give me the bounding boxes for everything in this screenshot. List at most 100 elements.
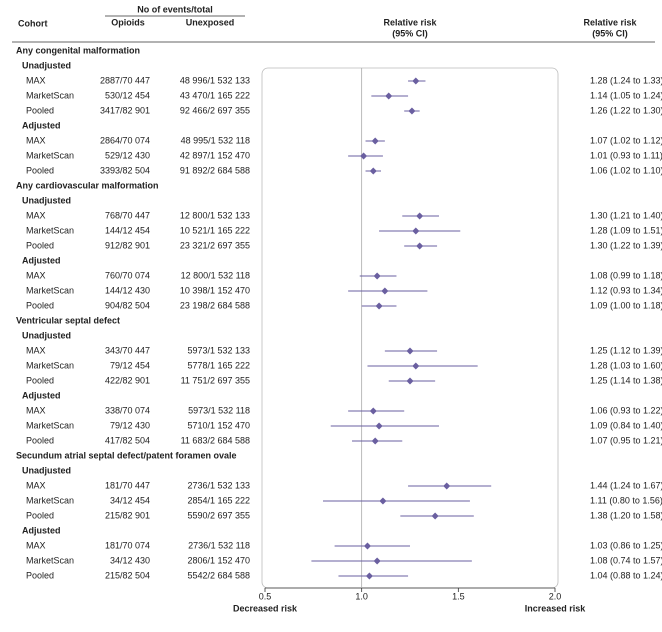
subgroup-title: Adjusted xyxy=(22,120,61,130)
opioids: 144/12 430 xyxy=(105,285,150,295)
cohort: Pooled xyxy=(26,300,54,310)
subgroup-title: Adjusted xyxy=(22,255,61,265)
unexposed: 5778/1 165 222 xyxy=(187,360,250,370)
cohort: Pooled xyxy=(26,435,54,445)
point-estimate xyxy=(373,557,381,565)
opioids: 3393/82 504 xyxy=(100,165,150,175)
opioids: 760/70 074 xyxy=(105,270,150,280)
opioids: 912/82 901 xyxy=(105,240,150,250)
subgroup-title: Unadjusted xyxy=(22,195,71,205)
value-label: 1.08 (0.99 to 1.18) xyxy=(590,270,662,280)
subgroup-title: Unadjusted xyxy=(22,465,71,475)
cohort: MAX xyxy=(26,210,46,220)
opioids: 181/70 074 xyxy=(105,540,150,550)
cohort: Pooled xyxy=(26,240,54,250)
value-label: 1.06 (1.02 to 1.10) xyxy=(590,165,662,175)
header-cohort: Cohort xyxy=(18,18,48,28)
point-estimate xyxy=(363,542,371,550)
opioids: 3417/82 901 xyxy=(100,105,150,115)
point-estimate xyxy=(408,107,416,115)
unexposed: 12 800/1 532 133 xyxy=(180,210,250,220)
cohort: MarketScan xyxy=(26,285,74,295)
unexposed: 5973/1 532 118 xyxy=(188,405,250,415)
opioids: 2864/70 074 xyxy=(100,135,150,145)
point-estimate xyxy=(416,212,424,220)
opioids: 215/82 901 xyxy=(105,510,150,520)
unexposed: 11 751/2 697 355 xyxy=(181,375,250,385)
plot-frame xyxy=(261,67,559,589)
point-estimate xyxy=(385,92,393,100)
value-label: 1.01 (0.93 to 1.11) xyxy=(590,150,662,160)
unexposed: 23 198/2 684 588 xyxy=(180,300,250,310)
point-estimate xyxy=(375,302,383,310)
header-ci-text: (95% CI) xyxy=(592,28,628,38)
opioids: 34/12 454 xyxy=(110,495,150,505)
subgroup-title: Adjusted xyxy=(22,390,61,400)
cohort: MAX xyxy=(26,405,46,415)
opioids: 417/82 504 xyxy=(105,435,150,445)
unexposed: 5590/2 697 355 xyxy=(187,510,250,520)
value-label: 1.07 (1.02 to 1.12) xyxy=(590,135,662,145)
unexposed: 5542/2 684 588 xyxy=(187,570,250,580)
point-estimate xyxy=(371,137,379,145)
cohort: MAX xyxy=(26,480,46,490)
opioids: 79/12 430 xyxy=(110,420,150,430)
opioids: 529/12 430 xyxy=(105,150,150,160)
opioids: 904/82 504 xyxy=(105,300,150,310)
point-estimate xyxy=(416,242,424,250)
unexposed: 2806/1 152 470 xyxy=(187,555,250,565)
value-label: 1.09 (0.84 to 1.40) xyxy=(590,420,662,430)
point-estimate xyxy=(369,407,377,415)
value-label: 1.30 (1.21 to 1.40) xyxy=(590,210,662,220)
subgroup-title: Unadjusted xyxy=(22,330,71,340)
unexposed: 23 321/2 697 355 xyxy=(180,240,250,250)
opioids: 343/70 447 xyxy=(105,345,150,355)
unexposed: 10 398/1 152 470 xyxy=(180,285,250,295)
cohort: MarketScan xyxy=(26,225,74,235)
cohort: Pooled xyxy=(26,570,54,580)
value-label: 1.03 (0.86 to 1.25) xyxy=(590,540,662,550)
cohort: MAX xyxy=(26,540,46,550)
cohort: Pooled xyxy=(26,510,54,520)
unexposed: 12 800/1 532 118 xyxy=(181,270,250,280)
unexposed: 91 892/2 684 588 xyxy=(180,165,250,175)
value-label: 1.26 (1.22 to 1.30) xyxy=(590,105,662,115)
unexposed: 5973/1 532 133 xyxy=(187,345,250,355)
point-estimate xyxy=(412,77,420,85)
unexposed: 2854/1 165 222 xyxy=(187,495,250,505)
value-label: 1.28 (1.03 to 1.60) xyxy=(590,360,662,370)
cohort: MarketScan xyxy=(26,555,74,565)
point-estimate xyxy=(443,482,451,490)
cohort: MarketScan xyxy=(26,420,74,430)
cohort: Pooled xyxy=(26,105,54,115)
header-rr-text: Relative risk xyxy=(583,17,637,27)
cohort: MarketScan xyxy=(26,360,74,370)
unexposed: 11 683/2 684 588 xyxy=(181,435,250,445)
opioids: 34/12 430 xyxy=(110,555,150,565)
value-label: 1.06 (0.93 to 1.22) xyxy=(590,405,662,415)
value-label: 1.28 (1.24 to 1.33) xyxy=(590,75,662,85)
point-estimate xyxy=(373,272,381,280)
cohort: MarketScan xyxy=(26,150,74,160)
opioids: 422/82 901 xyxy=(105,375,150,385)
point-estimate xyxy=(365,572,373,580)
point-estimate xyxy=(381,287,389,295)
x-label-right: Increased risk xyxy=(525,603,587,613)
value-label: 1.44 (1.24 to 1.67) xyxy=(590,480,662,490)
header-rr-plot: Relative risk xyxy=(383,17,437,27)
value-label: 1.04 (0.88 to 1.24) xyxy=(590,570,662,580)
subgroup-title: Unadjusted xyxy=(22,60,71,70)
header-events: No of events/total xyxy=(137,4,213,14)
x-label-left: Decreased risk xyxy=(233,603,298,613)
opioids: 2887/70 447 xyxy=(100,75,150,85)
unexposed: 48 995/1 532 118 xyxy=(181,135,250,145)
x-tick-label: 1.5 xyxy=(452,591,465,601)
point-estimate xyxy=(360,152,368,160)
cohort: MAX xyxy=(26,135,46,145)
point-estimate xyxy=(379,497,387,505)
point-estimate xyxy=(412,227,420,235)
cohort: MAX xyxy=(26,345,46,355)
unexposed: 43 470/1 165 222 xyxy=(180,90,250,100)
point-estimate xyxy=(412,362,420,370)
